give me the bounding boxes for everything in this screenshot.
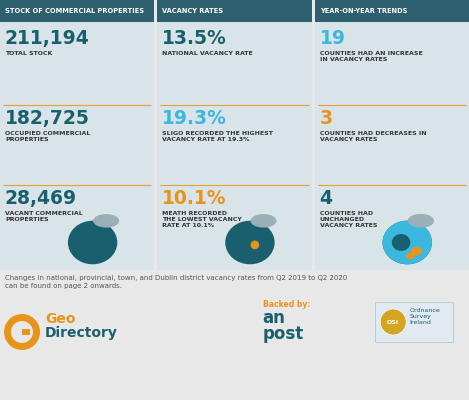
Text: 10.1%: 10.1%	[162, 189, 227, 208]
Bar	[0, 0, 154, 22]
Text: TOTAL STOCK: TOTAL STOCK	[5, 51, 53, 56]
Text: MEATH RECORDED
THE LOWEST VACANCY
RATE AT 10.1%: MEATH RECORDED THE LOWEST VACANCY RATE A…	[162, 211, 242, 228]
Bar	[22, 329, 30, 335]
Text: 182,725: 182,725	[5, 109, 90, 128]
Bar	[315, 0, 469, 22]
Text: 28,469: 28,469	[5, 189, 77, 208]
Text: SLIGO RECORDED THE HIGHEST
VACANCY RATE AT 19.3%: SLIGO RECORDED THE HIGHEST VACANCY RATE …	[162, 131, 273, 142]
Ellipse shape	[408, 214, 434, 228]
Bar	[0, 22, 154, 270]
Ellipse shape	[383, 221, 432, 264]
Text: 4: 4	[320, 189, 333, 208]
Ellipse shape	[383, 221, 432, 264]
Ellipse shape	[225, 221, 275, 264]
Text: Backed by:: Backed by:	[263, 300, 310, 309]
Text: OCCUPIED COMMERCIAL
PROPERTIES: OCCUPIED COMMERCIAL PROPERTIES	[5, 131, 91, 142]
Bar	[157, 0, 312, 22]
Text: STOCK OF COMMERCIAL PROPERTIES: STOCK OF COMMERCIAL PROPERTIES	[5, 8, 144, 14]
Text: Changes in national, provincial, town, and Dublin district vacancy rates from Q2: Changes in national, provincial, town, a…	[5, 275, 347, 289]
Text: 3: 3	[320, 109, 333, 128]
Text: Geo: Geo	[45, 312, 76, 326]
Text: an
post: an post	[263, 309, 304, 343]
Bar	[315, 22, 469, 270]
Ellipse shape	[93, 214, 119, 228]
Circle shape	[250, 240, 259, 249]
Text: COUNTIES HAD AN INCREASE
IN VACANCY RATES: COUNTIES HAD AN INCREASE IN VACANCY RATE…	[320, 51, 423, 62]
Text: 19.3%: 19.3%	[162, 109, 227, 128]
Text: Directory: Directory	[45, 326, 118, 340]
Text: YEAR-ON-YEAR TRENDS: YEAR-ON-YEAR TRENDS	[320, 8, 407, 14]
Text: 13.5%: 13.5%	[162, 29, 227, 48]
Ellipse shape	[68, 221, 117, 264]
Text: OSi: OSi	[387, 320, 399, 324]
Text: VACANCY RATES: VACANCY RATES	[162, 8, 223, 14]
Text: VACANT COMMERCIAL
PROPERTIES: VACANT COMMERCIAL PROPERTIES	[5, 211, 83, 222]
Bar	[157, 22, 312, 270]
Ellipse shape	[392, 234, 410, 251]
Text: COUNTIES HAD
UNCHANGED
VACANCY RATES: COUNTIES HAD UNCHANGED VACANCY RATES	[320, 211, 377, 228]
Ellipse shape	[411, 247, 422, 256]
Bar	[375, 302, 453, 342]
Text: 19: 19	[320, 29, 346, 48]
Circle shape	[11, 321, 33, 343]
Text: NATIONAL VACANCY RATE: NATIONAL VACANCY RATE	[162, 51, 253, 56]
Ellipse shape	[408, 214, 434, 228]
Text: Ordnance
Survey
Ireland: Ordnance Survey Ireland	[409, 308, 440, 325]
Ellipse shape	[250, 214, 277, 228]
Circle shape	[4, 314, 40, 350]
Ellipse shape	[406, 253, 415, 260]
Text: COUNTIES HAD DECREASES IN
VACANCY RATES: COUNTIES HAD DECREASES IN VACANCY RATES	[320, 131, 426, 142]
Circle shape	[380, 309, 406, 335]
Text: 211,194: 211,194	[5, 29, 90, 48]
